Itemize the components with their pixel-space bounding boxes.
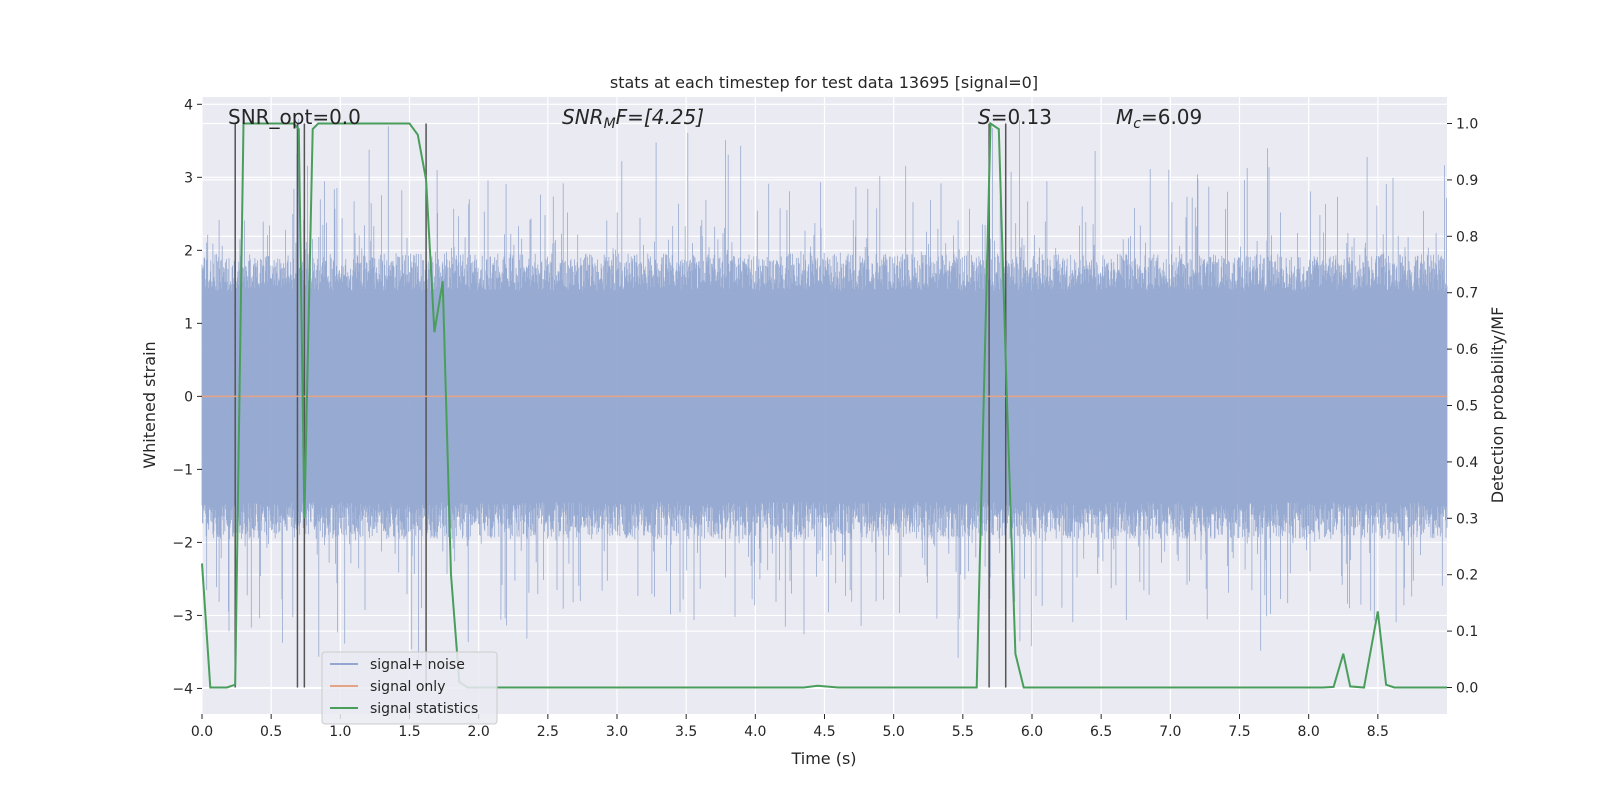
legend-label-signal-only: signal only — [370, 679, 445, 695]
y2-tick-label: 0.8 — [1456, 229, 1478, 245]
y-tick-label: 3 — [184, 170, 193, 186]
y-axis-label: Whitened strain — [140, 341, 159, 468]
x-axis-label: Time (s) — [790, 749, 856, 768]
snr-mf-math: SNR — [562, 105, 604, 129]
y2-tick-label: 0.1 — [1456, 624, 1478, 640]
y-tick-label: 0 — [184, 389, 193, 405]
annotation-mc: Mc=6.09 — [1116, 105, 1202, 132]
annotation-snr-opt: SNR_opt=0.0 — [228, 105, 361, 129]
x-tick-label: 4.5 — [813, 724, 835, 740]
mc-rest: =6.09 — [1141, 105, 1202, 129]
y-tick-label: −4 — [172, 681, 193, 697]
y2-tick-label: 0.6 — [1456, 342, 1478, 358]
annotation-snr-mf: SNRMF=[4.25] — [562, 105, 704, 132]
y2-tick-label: 0.3 — [1456, 511, 1478, 527]
x-tick-label: 8.0 — [1298, 724, 1320, 740]
x-tick-label: 6.5 — [1090, 724, 1112, 740]
chart-title: stats at each timestep for test data 136… — [610, 73, 1038, 92]
vline-layer — [234, 123, 1007, 688]
x-tick-label: 3.5 — [675, 724, 697, 740]
x-tick-label: 2.5 — [537, 724, 559, 740]
legend: signal+ noise signal only signal statist… — [321, 651, 498, 725]
legend-box — [321, 651, 498, 725]
snr-mf-sub: M — [604, 116, 616, 132]
x-tick-label: 7.5 — [1228, 724, 1250, 740]
y2-tick-label: 1.0 — [1456, 117, 1478, 133]
y-tick-label: −3 — [172, 608, 193, 624]
x-tick-label: 3.0 — [606, 724, 628, 740]
y2-tick-label: 0.0 — [1456, 680, 1478, 696]
tick-layer: 0.0 0.5 1.0 1.5 2.0 2.5 3.0 3.5 4.0 4.5 5.0 5.5 6.0 6… — [172, 97, 1478, 740]
s-math: S — [978, 105, 991, 129]
y-tick-label: 1 — [184, 316, 193, 332]
y-tick-label: −2 — [172, 535, 193, 551]
y-tick-label: −1 — [172, 462, 193, 478]
y2-tick-label: 0.7 — [1456, 286, 1478, 302]
x-tick-label: 1.0 — [329, 724, 351, 740]
x-tick-label: 8.5 — [1367, 724, 1389, 740]
x-tick-label: 2.0 — [468, 724, 490, 740]
mc-sub: c — [1133, 116, 1141, 132]
y2-tick-label: 0.4 — [1456, 455, 1478, 471]
y2-tick-label: 0.2 — [1456, 568, 1478, 584]
y-tick-label: 2 — [184, 243, 193, 259]
x-tick-label: 4.0 — [744, 724, 766, 740]
y2-tick-label: 0.9 — [1456, 173, 1478, 189]
x-tick-label: 5.0 — [883, 724, 905, 740]
y2-axis-label: Detection probability/MF — [1488, 307, 1507, 504]
series-signal-statistics — [201, 121, 1447, 689]
legend-label-signal-statistics: signal statistics — [370, 701, 478, 717]
y-tick-label: 4 — [184, 97, 193, 113]
x-tick-label: 7.0 — [1159, 724, 1181, 740]
snr-mf-rest: F=[4.25] — [616, 105, 704, 129]
y2-tick-label: 0.5 — [1456, 399, 1478, 415]
line-layer — [201, 121, 1447, 689]
x-tick-label: 1.5 — [398, 724, 420, 740]
annotation-s: S=0.13 — [978, 105, 1052, 129]
mc-math: M — [1116, 105, 1133, 129]
x-tick-label: 5.5 — [952, 724, 974, 740]
x-tick-label: 6.0 — [1021, 724, 1043, 740]
legend-label-signal-noise: signal+ noise — [370, 657, 465, 673]
x-tick-label: 0.0 — [191, 724, 213, 740]
x-tick-label: 0.5 — [260, 724, 282, 740]
s-rest: =0.13 — [991, 105, 1052, 129]
